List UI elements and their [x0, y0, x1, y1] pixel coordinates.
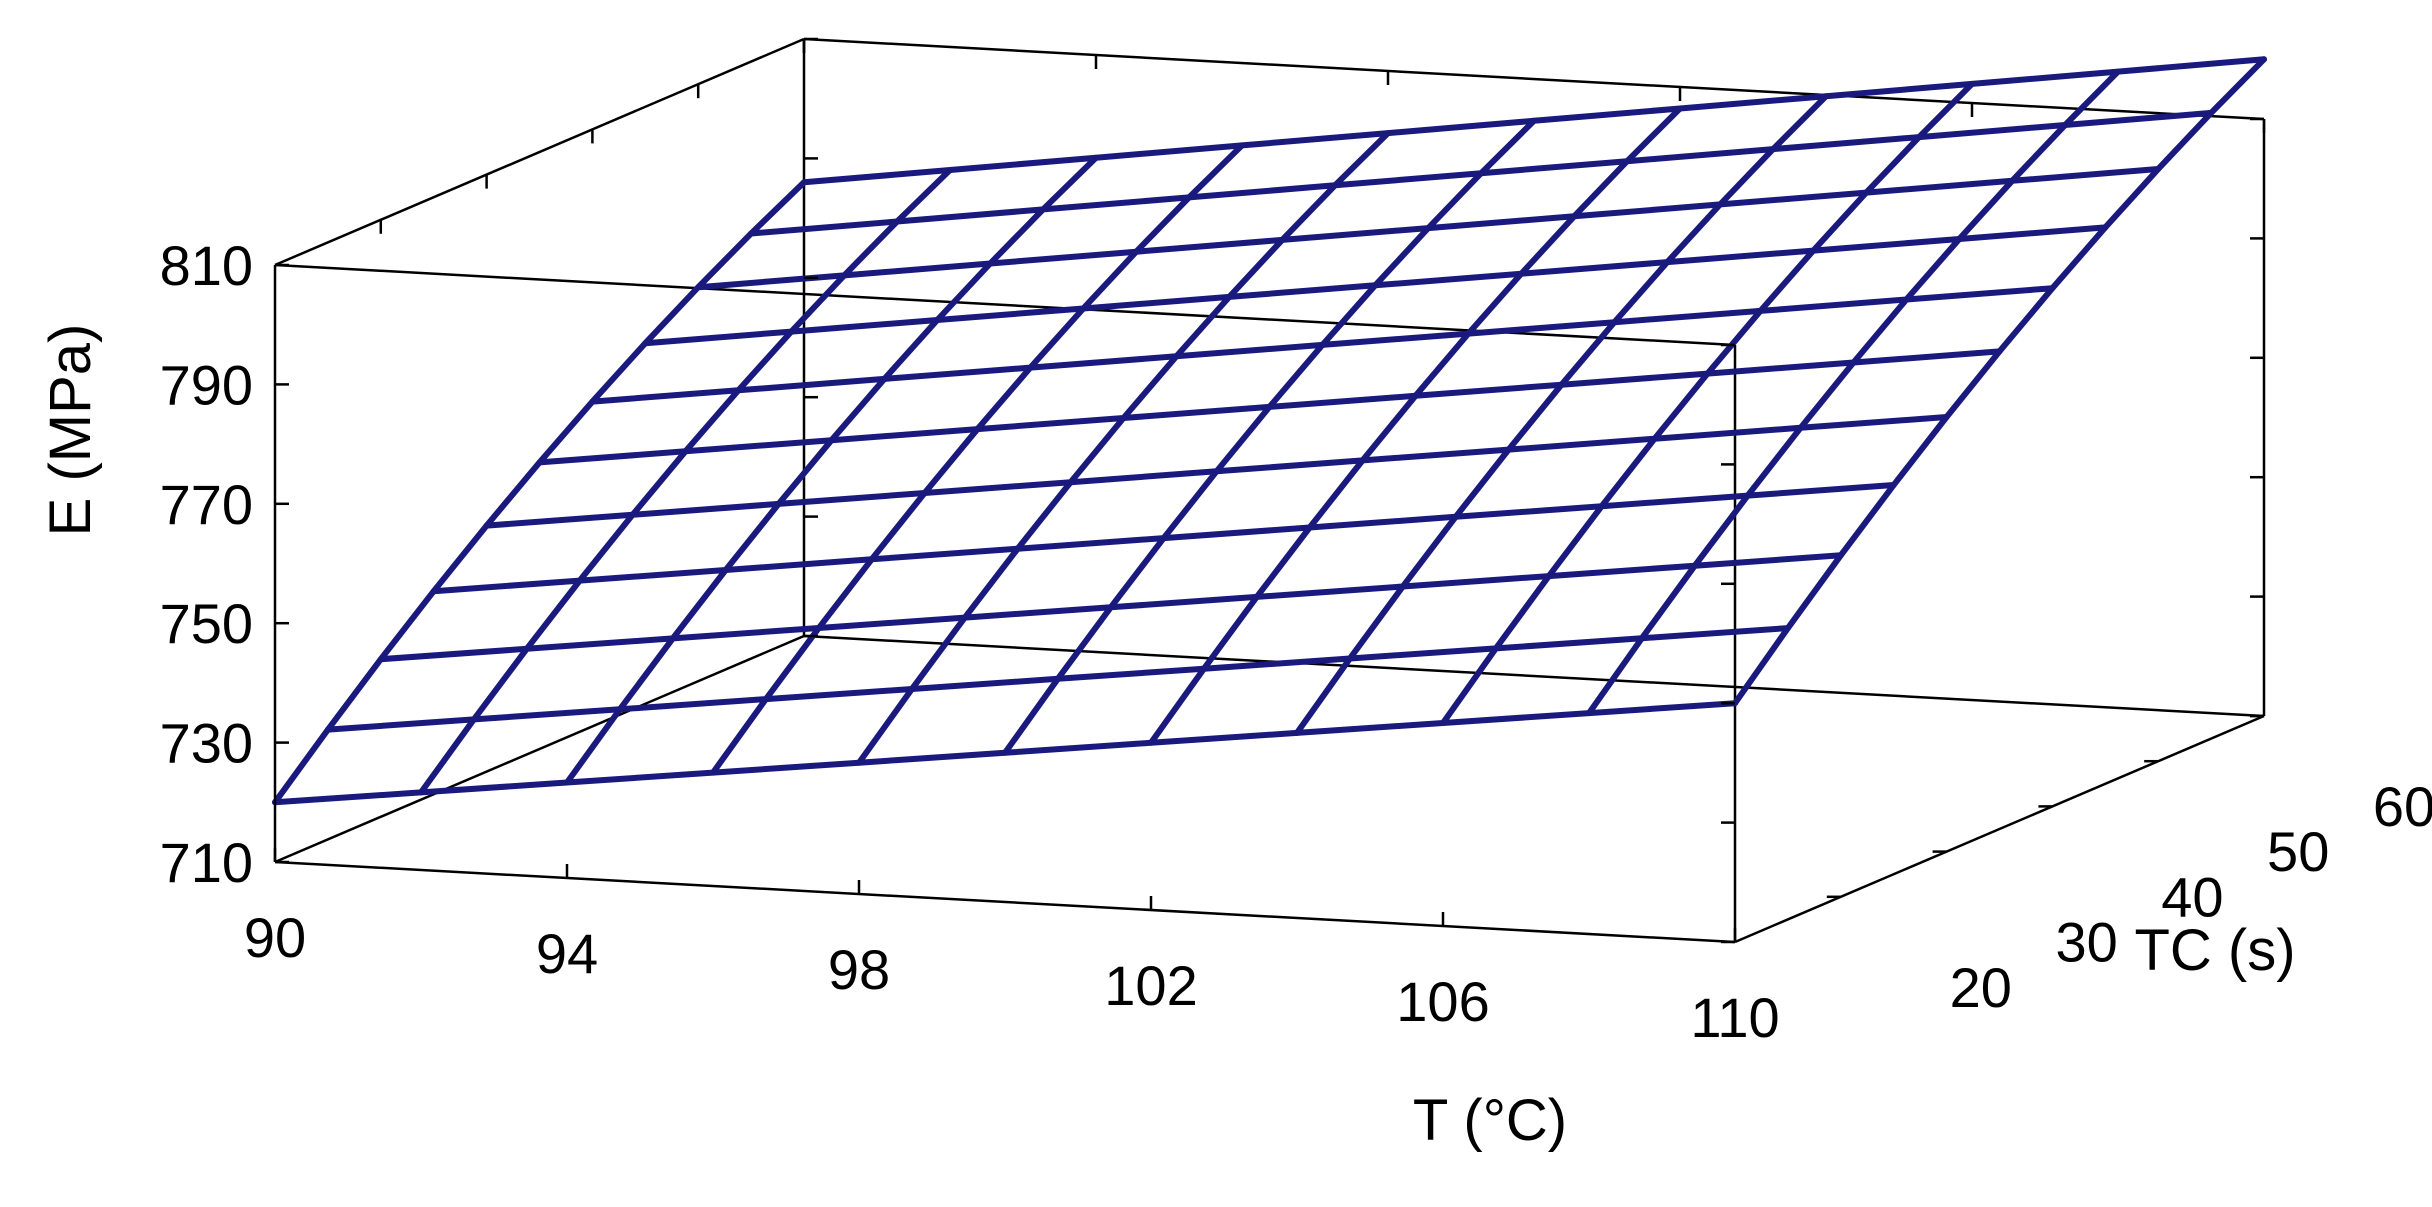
y-tick-label-20: 20	[1950, 956, 2012, 1019]
box-edge-x-axis	[274, 860, 1736, 944]
z-axis-label: E (MPa)	[38, 324, 103, 537]
surface-line-t-98	[856, 130, 1391, 766]
y-tick-label-40: 40	[2161, 865, 2223, 928]
box-edge-back-bottom	[803, 634, 2265, 718]
z-tick-label-750: 750	[160, 592, 253, 655]
z-tick-label-810: 810	[160, 234, 253, 297]
z-tick-label-710: 710	[160, 831, 253, 894]
x-tick-label-94: 94	[536, 922, 598, 985]
x-tick-label-90: 90	[244, 906, 306, 969]
y-tick-label-50: 50	[2267, 820, 2329, 883]
y-axis-label: TC (s)	[2134, 918, 2295, 983]
surface-line-t-96	[710, 142, 1245, 776]
axis-ticks	[273, 37, 2266, 944]
surface-line-t-90	[272, 179, 807, 806]
x-tick-label-110: 110	[1690, 986, 1779, 1049]
x-tick-label-98: 98	[828, 938, 890, 1001]
surface-line-t-100	[1002, 117, 1537, 756]
surface-line-t-108	[1586, 68, 2121, 717]
box-edge-back-top	[803, 37, 2265, 121]
tick-labels: 710 730 750 770 790 810 90 94 98 102 106 110 20 30 40 5…	[160, 234, 2432, 1049]
box-edge-left-top	[274, 37, 805, 267]
x-axis-label: T (°C)	[1413, 1088, 1567, 1153]
surface-line-t-102	[1148, 105, 1683, 746]
y-tick-label-60: 60	[2373, 775, 2432, 838]
surface-line-t-94	[564, 154, 1099, 786]
box-edge-left-floor	[274, 634, 805, 864]
plot-box-back	[274, 37, 2265, 942]
y-tick-label-30: 30	[2055, 911, 2117, 974]
surface-line-t-104	[1294, 93, 1829, 736]
plot-box-front	[273, 119, 2266, 944]
z-tick-label-730: 730	[160, 712, 253, 775]
z-tick-label-790: 790	[160, 353, 253, 416]
surface-line-t-110	[1732, 56, 2267, 707]
box-edge-y-axis	[1734, 714, 2265, 944]
x-tick-label-106: 106	[1396, 970, 1489, 1033]
z-tick-label-770: 770	[160, 473, 253, 536]
surface-mesh	[272, 56, 2267, 806]
surface-line-t-92	[418, 167, 953, 796]
surface-line-t-106	[1440, 80, 1975, 726]
x-tick-label-102: 102	[1104, 954, 1197, 1017]
